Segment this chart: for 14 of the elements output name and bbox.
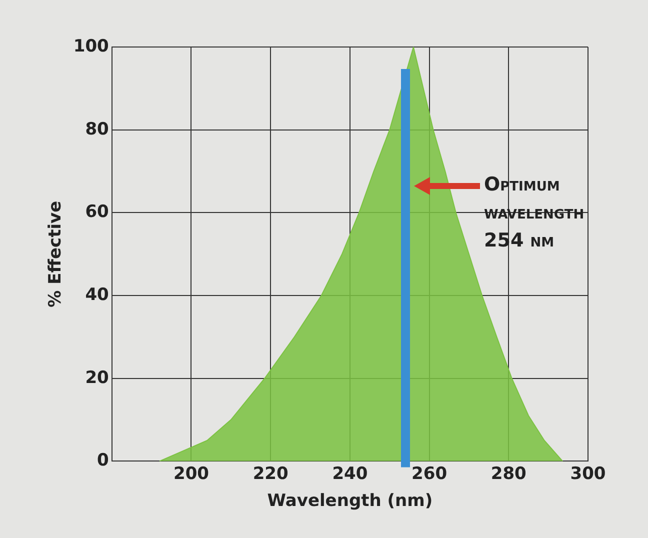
y-axis-title: % Effective — [46, 200, 66, 308]
x-tick-label: 200 — [173, 464, 210, 484]
y-tick-label: 100 — [73, 36, 110, 56]
x-tick-label: 260 — [412, 464, 448, 484]
y-tick-label: 40 — [85, 284, 110, 305]
x-tick-label: 240 — [332, 464, 368, 484]
x-tick-label: 280 — [490, 464, 527, 484]
x-axis-title: Wavelength (nm) — [267, 491, 433, 512]
x-tick-label: 300 — [570, 464, 606, 484]
x-tick-label: 220 — [252, 464, 288, 484]
y-tick-label: 60 — [85, 202, 110, 222]
y-tick-label: 20 — [85, 368, 110, 388]
y-tick-label: 0 — [97, 450, 110, 471]
y-tick-label: 80 — [85, 119, 110, 140]
